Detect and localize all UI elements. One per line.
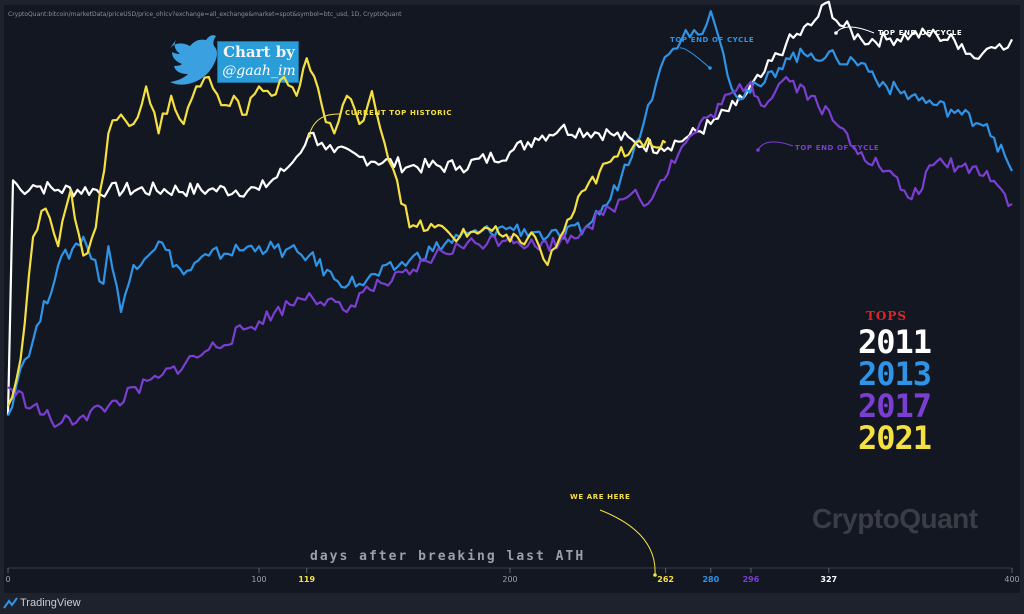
- legend-title: TOPS: [866, 309, 908, 323]
- annotation-arrow-head: [653, 573, 657, 577]
- legend-item-2011: 2011: [858, 323, 932, 361]
- x-axis-caption: days after breaking last ATH: [310, 549, 586, 564]
- x-tick-label: 327: [820, 575, 837, 584]
- annotation-arrow: [757, 141, 794, 151]
- annotation-label: TOP END OF CYCLE: [878, 29, 962, 37]
- series-line-2013: [7, 10, 1013, 416]
- annotation-arrow-head: [307, 134, 311, 138]
- tradingview-footer: TradingView: [0, 593, 1024, 614]
- series-line-2017: [7, 75, 1013, 428]
- annotation-arrow: [308, 113, 341, 137]
- legend-item-2013: 2013: [858, 355, 932, 393]
- legend-item-2017: 2017: [858, 387, 932, 425]
- x-tick-label: 280: [702, 575, 719, 584]
- annotation-arrow: [835, 26, 875, 34]
- tradingview-logo-icon: [3, 597, 18, 609]
- annotation-arrow-head: [834, 31, 838, 35]
- legend-item-2021: 2021: [858, 419, 932, 457]
- series-line-2011: [6, 0, 1013, 416]
- annotation-label: CURRENT TOP HISTORIC: [345, 109, 452, 117]
- author-badge: Chart by @gaah_im: [217, 41, 299, 83]
- annotation-label: TOP END OF CYCLE: [670, 36, 754, 44]
- annotation-label: WE ARE HERE: [570, 493, 630, 501]
- badge-handle: @gaah_im: [222, 63, 296, 79]
- series-line-2021: [7, 57, 667, 407]
- x-tick-label: 200: [502, 575, 517, 584]
- cryptoquant-watermark: CryptoQuant: [812, 503, 978, 534]
- x-tick-label: 100: [251, 575, 266, 584]
- x-tick-label: 400: [1004, 575, 1019, 584]
- x-tick-label: 262: [657, 575, 674, 584]
- x-tick-label: 0: [5, 575, 10, 584]
- x-tick-label: 296: [743, 575, 760, 584]
- annotation-arrow: [679, 47, 711, 69]
- annotation-arrow: [599, 509, 656, 576]
- annotation-label: TOP END OF CYCLE: [795, 144, 879, 152]
- annotation-arrow-head: [756, 148, 760, 152]
- badge-title: Chart by: [223, 43, 295, 61]
- tradingview-label[interactable]: TradingView: [20, 597, 81, 609]
- annotation-arrow-head: [708, 66, 712, 70]
- source-path-label: CryptoQuant:bitcoin/marketData/priceUSD/…: [8, 11, 402, 18]
- x-tick-label: 119: [298, 575, 315, 584]
